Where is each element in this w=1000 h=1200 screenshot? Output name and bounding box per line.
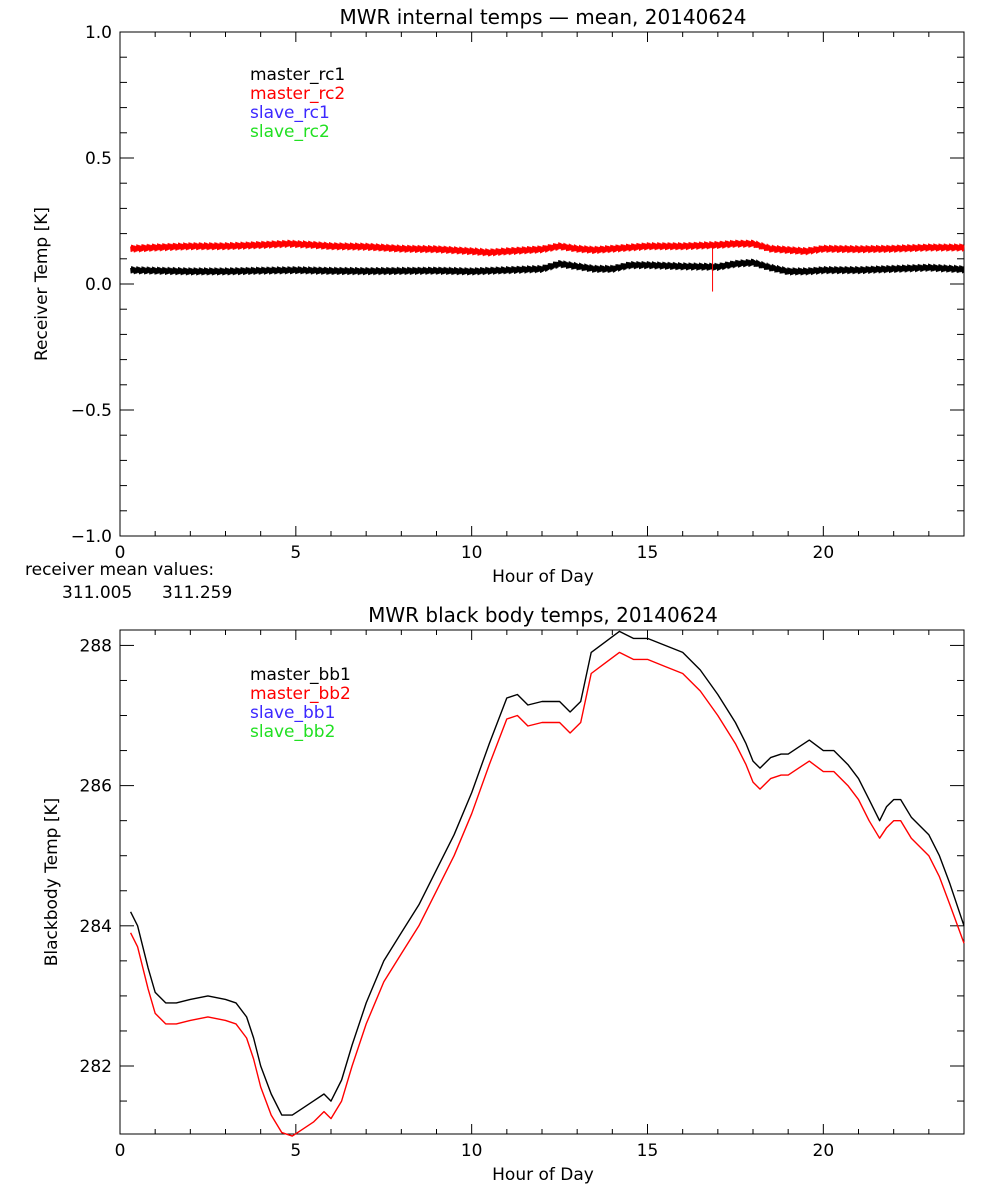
top-chart-title: MWR internal temps — mean, 20140624 xyxy=(339,5,746,29)
y-tick-label: 0.0 xyxy=(85,275,112,295)
x-tick-label: 15 xyxy=(637,1141,659,1161)
x-tick-label: 0 xyxy=(115,1141,126,1161)
top-panel: MWR internal temps — mean, 20140624 0 5 10… xyxy=(25,5,965,603)
bottom-panel: MWR black body temps, 20140624 0 5 10 15 20 2… xyxy=(42,603,965,1185)
top-x-axis-label: Hour of Day xyxy=(492,567,594,587)
top-legend: master_rc1 master_rc2 slave_rc1 slave_rc… xyxy=(250,65,345,142)
top-y-axis-label: Receiver Temp [K] xyxy=(32,207,52,361)
legend-entry-master-rc1: master_rc1 xyxy=(250,65,345,85)
x-tick-label: 20 xyxy=(813,543,835,563)
bottom-plot-frame xyxy=(119,629,965,1135)
y-tick-label: 286 xyxy=(80,777,112,797)
legend-entry-slave-rc1: slave_rc1 xyxy=(250,103,330,123)
y-tick-label: 1.0 xyxy=(85,23,112,43)
x-tick-label: 10 xyxy=(461,1141,483,1161)
bottom-legend: master_bb1 master_bb2 slave_bb1 slave_bb… xyxy=(250,665,351,742)
receiver-mean-value-1: 311.005 xyxy=(62,583,132,603)
x-tick-label: 5 xyxy=(290,543,301,563)
y-tick-label: 0.5 xyxy=(85,149,112,169)
legend-entry-slave-bb2: slave_bb2 xyxy=(250,722,335,742)
top-plot-frame xyxy=(119,31,965,537)
x-tick-label: 15 xyxy=(637,543,659,563)
x-tick-label: 20 xyxy=(813,1141,835,1161)
top-series-lines xyxy=(130,239,965,292)
series-line-2 xyxy=(129,651,965,1137)
y-tick-label: 284 xyxy=(80,917,112,937)
bottom-chart-title: MWR black body temps, 20140624 xyxy=(368,603,718,627)
legend-entry-master-rc2: master_rc2 xyxy=(250,84,345,104)
bottom-tick-labels: 0 5 10 15 20 282 284 286 288 xyxy=(80,636,835,1161)
series-line-2 xyxy=(130,239,965,257)
y-tick-label: −1.0 xyxy=(71,527,112,547)
top-ticks xyxy=(119,31,965,537)
y-tick-label: −0.5 xyxy=(71,401,112,421)
legend-entry-master-bb1: master_bb1 xyxy=(250,665,351,685)
top-tick-labels: 0 5 10 15 20 −1.0 −0.5 0.0 0.5 1.0 xyxy=(71,23,834,563)
legend-entry-master-bb2: master_bb2 xyxy=(250,684,351,704)
bottom-ticks xyxy=(119,630,965,1134)
receiver-mean-value-2: 311.259 xyxy=(162,583,232,603)
series-line-1 xyxy=(129,630,965,1116)
x-tick-label: 10 xyxy=(461,543,483,563)
legend-entry-slave-bb1: slave_bb1 xyxy=(250,703,335,723)
x-tick-label: 5 xyxy=(290,1141,301,1161)
y-tick-label: 282 xyxy=(80,1057,112,1077)
bottom-x-axis-label: Hour of Day xyxy=(492,1165,594,1185)
series-line-1 xyxy=(130,258,965,276)
receiver-mean-label: receiver mean values: xyxy=(25,560,214,580)
legend-entry-slave-rc2: slave_rc2 xyxy=(250,122,330,142)
x-tick-label: 0 xyxy=(115,543,126,563)
bottom-series-lines xyxy=(129,630,965,1137)
bottom-y-axis-label: Blackbody Temp [K] xyxy=(42,798,62,967)
y-tick-label: 288 xyxy=(80,636,112,656)
